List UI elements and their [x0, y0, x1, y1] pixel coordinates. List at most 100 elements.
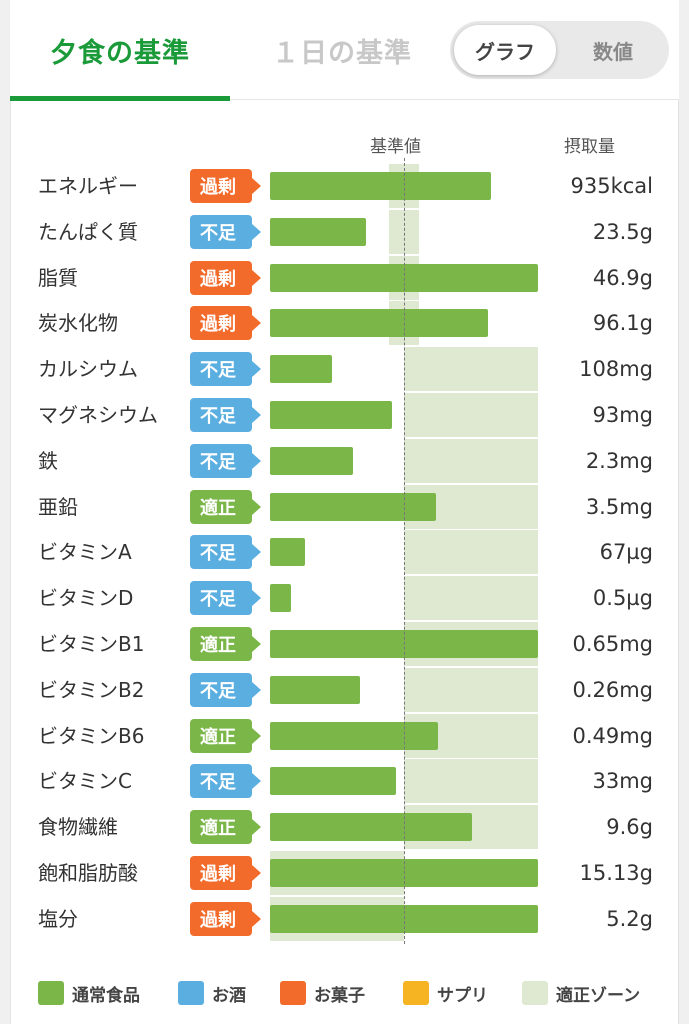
intake-value: 93mg: [592, 403, 653, 427]
legend-label: 通常食品: [72, 985, 140, 1006]
intake-bar: [270, 355, 332, 384]
intake-value: 67µg: [599, 540, 653, 565]
numeric-view-button[interactable]: 数値: [593, 39, 633, 64]
legend-label: サプリ: [437, 985, 488, 1006]
nutrient-name: カルシウム: [38, 357, 138, 382]
intake-value: 23.5g: [592, 219, 653, 244]
legend-swatch: [403, 981, 429, 1005]
intake-bar: [270, 584, 292, 613]
intake-bar: [270, 446, 354, 475]
status-badge: 不足: [190, 214, 261, 249]
status-badge: 不足: [190, 352, 261, 387]
intake-bar: [270, 767, 396, 796]
appropriate-zone: [404, 347, 538, 392]
status-badge: 過剰: [190, 901, 261, 936]
intake-value: 9.6g: [606, 815, 653, 840]
nutrient-chart: エネルギー 過剰 935kcal たんぱく質 不足 23.5g 脂質 過剰 46.9g 炭水化物過…: [38, 164, 654, 941]
legend-item: 通常食品: [38, 979, 140, 1007]
appropriate-zone: [404, 667, 538, 712]
nutrient-name: 塩分: [38, 906, 78, 931]
intake-value: 96.1g: [592, 311, 653, 336]
legend-item: 適正ゾーン: [522, 979, 640, 1007]
active-tab-indicator: [10, 96, 230, 101]
nutrient-name: 脂質: [38, 265, 78, 290]
status-badge: 過剰: [190, 856, 261, 890]
legend-swatch: [522, 981, 548, 1005]
status-badge: 不足: [190, 764, 261, 799]
status-badge: 適正: [190, 810, 261, 845]
legend-swatch: [38, 981, 64, 1005]
intake-bar: [270, 309, 489, 338]
graph-view-button[interactable]: グラフ: [454, 25, 556, 75]
legend-label: お菓子: [314, 985, 365, 1006]
status-badge: 不足: [190, 581, 261, 616]
intake-bar: [270, 172, 492, 200]
intake-value: 3.5mg: [585, 494, 653, 519]
tab-dinner-standard[interactable]: 夕食の基準: [10, 0, 230, 101]
status-badge: 不足: [190, 443, 261, 478]
status-badge: 適正: [190, 627, 261, 661]
legend-label: お酒: [212, 985, 246, 1006]
intake-value: 0.49mg: [572, 723, 653, 748]
status-badge: 過剰: [190, 260, 261, 295]
intake-value: 0.65mg: [572, 632, 653, 656]
intake-bar: [270, 721, 438, 750]
nutrient-name: ビタミンB2: [38, 677, 145, 702]
intake-value: 33mg: [592, 769, 653, 794]
nutrient-name: ビタミンC: [38, 769, 132, 794]
intake-value: 46.9g: [592, 265, 653, 290]
legend: 通常食品 お酒 お菓子 サプリ 適正ゾーン: [0, 976, 689, 1010]
intake-value: 5.2g: [606, 906, 653, 931]
nutrient-name: 飽和脂肪酸: [38, 861, 138, 885]
nutrient-name: たんぱく質: [38, 219, 138, 244]
appropriate-zone: [404, 530, 538, 575]
appropriate-zone: [404, 393, 538, 437]
intake-bar: [270, 401, 392, 429]
nutrient-name: エネルギー: [38, 174, 138, 198]
appropriate-zone: [404, 438, 538, 483]
nutrient-name: ビタミンB1: [38, 632, 145, 656]
status-badge: 過剰: [190, 169, 261, 203]
nutrient-name: ビタミンA: [38, 540, 132, 565]
intake-bar: [270, 538, 305, 567]
intake-bar: [270, 217, 367, 246]
reference-column-header: 基準値: [370, 137, 421, 157]
intake-value: 2.3mg: [585, 448, 653, 473]
nutrient-name: 鉄: [38, 448, 58, 473]
nutrient-name: マグネシウム: [38, 403, 158, 427]
appropriate-zone: [404, 576, 538, 621]
appropriate-zone: [389, 209, 419, 254]
nutrient-name: ビタミンD: [38, 586, 134, 611]
intake-value: 0.26mg: [572, 677, 653, 702]
tab-daily-standard[interactable]: １日の基準: [242, 0, 442, 100]
tab-dinner-label: 夕食の基準: [50, 37, 190, 69]
status-badge: 不足: [190, 672, 261, 707]
appropriate-zone: [404, 759, 538, 804]
intake-bar: [270, 675, 360, 704]
legend-swatch: [280, 981, 306, 1005]
nutrient-name: 亜鉛: [38, 494, 78, 519]
intake-value: 15.13g: [579, 861, 653, 885]
legend-item: お酒: [178, 979, 246, 1007]
intake-value: 935kcal: [570, 174, 654, 198]
intake-value: 0.5µg: [592, 586, 653, 611]
nutrient-name: ビタミンB6: [38, 723, 145, 748]
tab-daily-label: １日の基準: [272, 37, 412, 69]
nutrient-name: 炭水化物: [38, 311, 118, 336]
view-toggle: グラフ 数値: [450, 21, 669, 79]
status-badge: 適正: [190, 718, 261, 753]
status-badge: 適正: [190, 489, 261, 524]
status-badge: 不足: [190, 398, 261, 432]
intake-bar: [270, 813, 473, 842]
intake-bar: [270, 492, 437, 521]
legend-label: 適正ゾーン: [556, 985, 641, 1006]
reference-line: [404, 158, 405, 944]
intake-column-header: 摂取量: [564, 137, 615, 157]
legend-swatch: [178, 981, 204, 1005]
status-badge: 過剰: [190, 306, 261, 341]
intake-value: 108mg: [579, 357, 653, 382]
nutrient-name: 食物繊維: [38, 815, 118, 840]
status-badge: 不足: [190, 535, 261, 570]
legend-item: お菓子: [280, 979, 365, 1007]
tab-bar: 夕食の基準 １日の基準 グラフ 数値: [10, 0, 679, 101]
